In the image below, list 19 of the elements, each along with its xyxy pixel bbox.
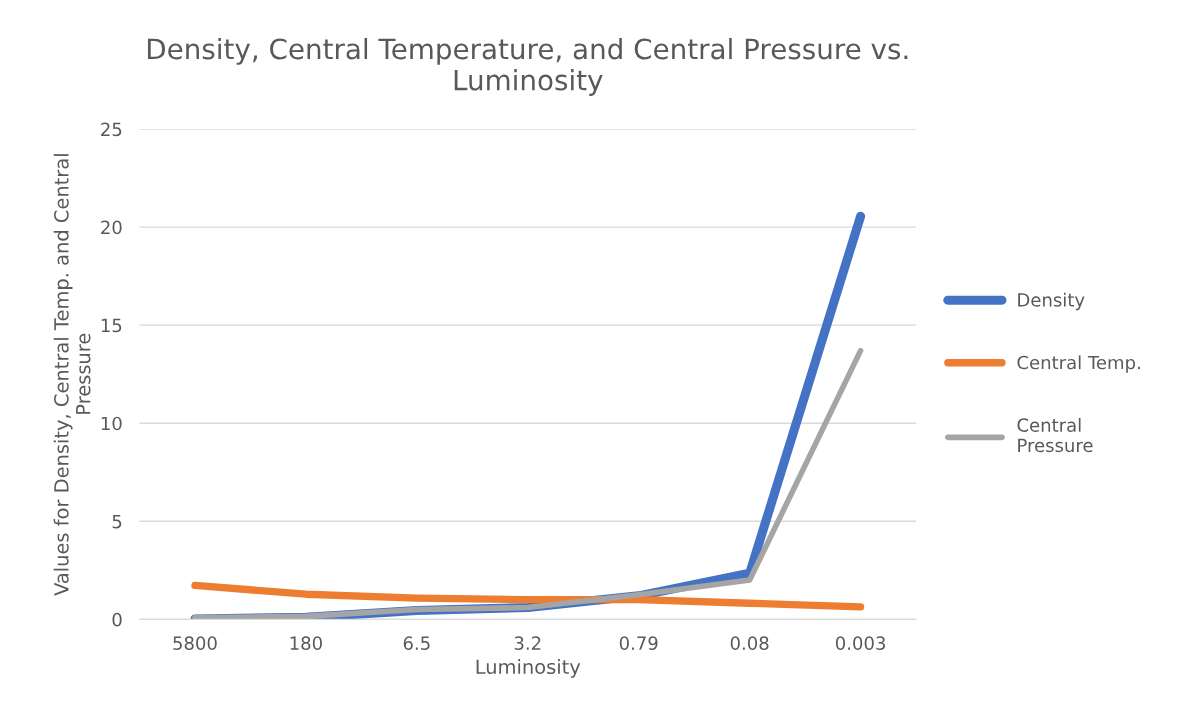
- legend-label: Central Pressure: [1017, 417, 1093, 453]
- legend-label: Density: [1018, 292, 1085, 311]
- chart-title: Density, Central Temperature, and Central Pressure vs. Luminosity: [147, 37, 908, 96]
- x-tick-label: 0.08: [730, 636, 769, 650]
- y-tick-label: 0: [112, 612, 122, 627]
- x-tick-label: 5800: [173, 636, 217, 650]
- x-tick-label: 180: [290, 636, 322, 650]
- y-tick-label: 5: [112, 514, 122, 529]
- y-axis-title: Values for Density, Central Temp. and Central Pressure: [53, 154, 91, 596]
- x-tick-label: 3.2: [514, 636, 541, 650]
- y-tick-label: 20: [101, 220, 122, 235]
- y-tick-label: 10: [101, 416, 122, 431]
- y-tick-label: 15: [101, 318, 122, 333]
- x-tick-label: 0.003: [835, 636, 885, 650]
- x-axis-title: Luminosity: [476, 659, 581, 678]
- legend-label: Central Temp.: [1017, 355, 1140, 373]
- x-tick-label: 0.79: [619, 636, 658, 650]
- y-tick-label: 25: [101, 122, 122, 137]
- x-tick-label: 6.5: [403, 636, 430, 650]
